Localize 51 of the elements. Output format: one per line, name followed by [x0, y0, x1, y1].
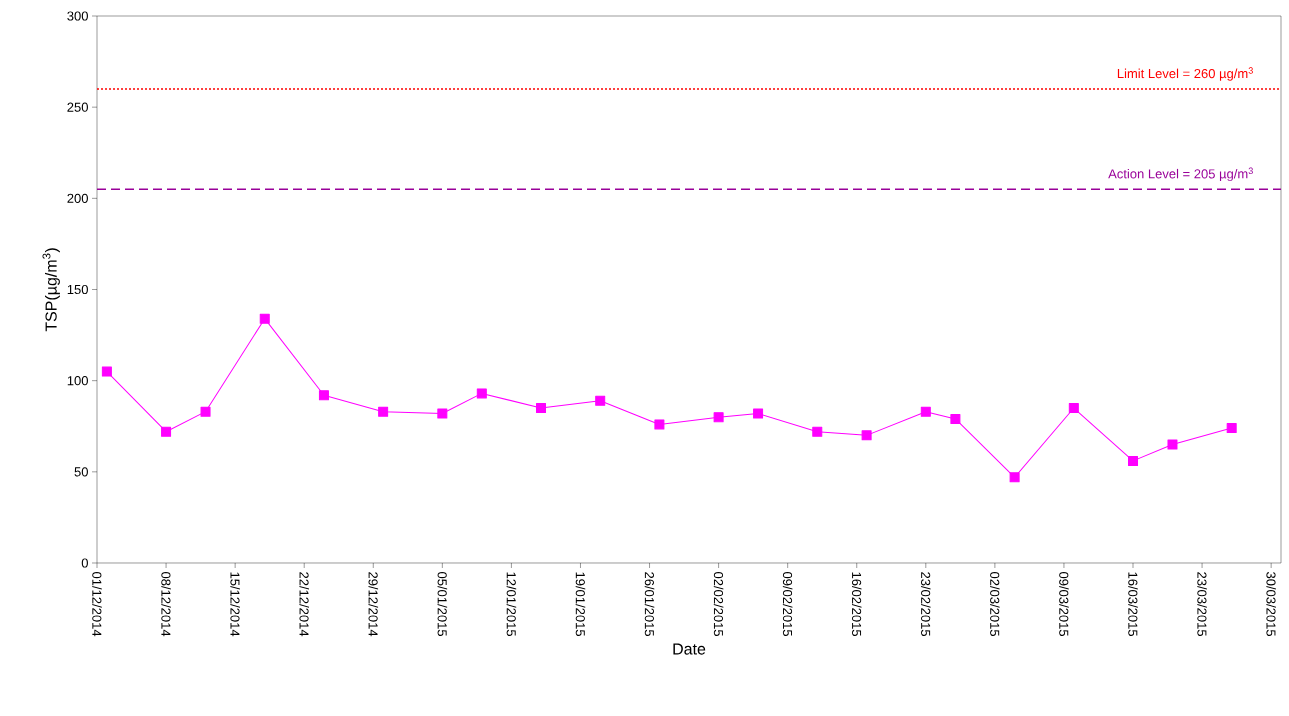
x-tick-label: 01/12/2014	[92, 572, 102, 637]
point	[476, 388, 487, 399]
x-tick-label: 09/03/2015	[1059, 572, 1069, 637]
y-axis-title: TSP(µg/m$^{3}$)	[42, 248, 60, 332]
x-tick-label: 15/12/2014	[230, 572, 240, 637]
y-tick-label: 50	[74, 467, 88, 477]
point	[1009, 472, 1020, 483]
point	[318, 390, 329, 401]
y-tick-label: 300	[67, 11, 88, 21]
point	[1167, 439, 1178, 450]
y-tick-label: 150	[67, 284, 88, 295]
x-tick-label: 16/02/2015	[851, 572, 862, 637]
point	[753, 408, 764, 419]
y-tick-label: 0	[81, 558, 88, 568]
x-tick-label: 02/03/2015	[990, 572, 1000, 637]
point	[595, 395, 606, 406]
point	[259, 313, 270, 324]
point	[161, 426, 172, 437]
y-tick-label: 200	[67, 193, 88, 203]
point	[101, 366, 112, 377]
x-tick-label: 30/03/2015	[1266, 572, 1276, 637]
x-tick-label: 29/12/2014	[368, 572, 379, 637]
x-tick-label: 05/01/2015	[437, 572, 448, 637]
x-tick-label: 22/12/2014	[299, 572, 309, 637]
x-tick-label: 08/12/2014	[161, 572, 171, 637]
point	[950, 413, 961, 424]
x-tick-label: 19/01/2015	[575, 572, 586, 637]
point	[812, 426, 823, 437]
x-tick-label: 23/02/2015	[921, 572, 931, 637]
x-tick-label: 09/02/2015	[782, 572, 793, 637]
x-axis-title: Date	[673, 643, 706, 655]
point	[920, 406, 931, 417]
point	[1128, 455, 1139, 466]
y-tick-label: 100	[67, 376, 88, 386]
point	[713, 412, 724, 423]
point	[861, 430, 872, 441]
point	[437, 408, 448, 419]
point	[536, 403, 547, 414]
ref-line-label: Action Level = 205 µg/m$^{3}$	[1108, 167, 1253, 182]
point	[1226, 423, 1237, 434]
point	[378, 406, 389, 417]
x-tick-label: 16/03/2015	[1128, 572, 1138, 637]
x-tick-label: 23/03/2015	[1197, 572, 1207, 637]
x-tick-label: 26/01/2015	[644, 572, 655, 637]
x-tick-label: 12/01/2015	[506, 572, 517, 637]
point	[1068, 403, 1079, 414]
ref-line-label: Limit Level = 260 µg/m$^{3}$	[1117, 67, 1253, 81]
point	[200, 406, 211, 417]
x-tick-label: 02/02/2015	[713, 572, 724, 637]
point	[654, 419, 665, 430]
y-tick-label: 250	[67, 102, 88, 112]
